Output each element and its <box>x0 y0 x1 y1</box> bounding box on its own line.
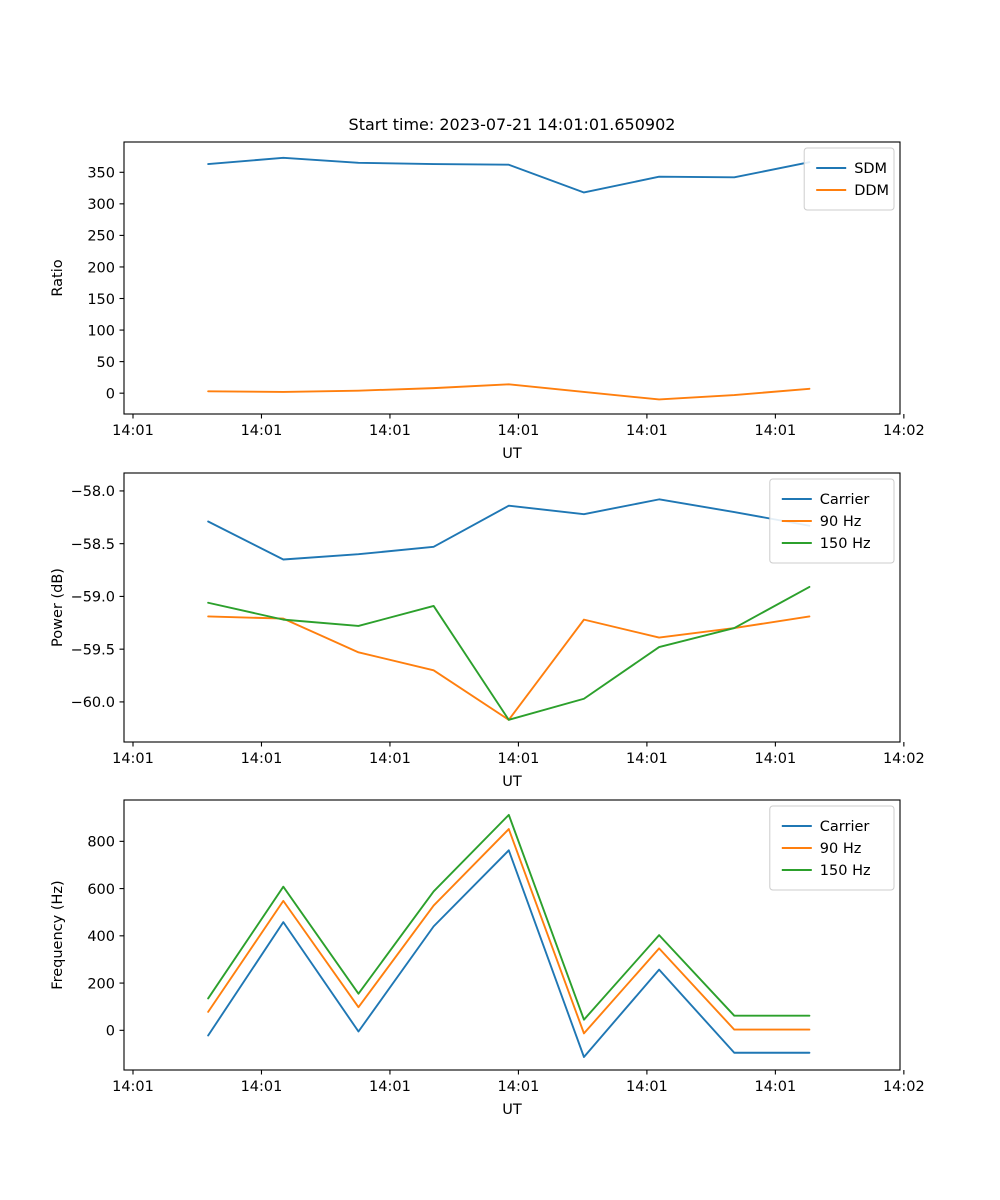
panel-frequency-legend-label-90-hz: 90 Hz <box>820 841 862 857</box>
panel-frequency-ytick-label: 200 <box>87 976 115 992</box>
panel-ratio-ytick-label: 300 <box>87 197 115 213</box>
panel-power-ytick-label: −59.0 <box>71 590 115 606</box>
panel-power-xlabel: UT <box>502 774 522 790</box>
panel-frequency-series-150-hz <box>207 813 811 1021</box>
panel-frequency-legend-box <box>769 805 895 891</box>
panel-frequency-series-90-hz <box>207 828 811 1035</box>
panel-power-xtick-label: 14:01 <box>369 751 411 767</box>
panel-ratio-ylabel: Ratio <box>50 259 66 296</box>
panel-ratio-xtick-label: 14:01 <box>498 423 540 439</box>
panel-power-legend-label-90-hz: 90 Hz <box>820 514 862 530</box>
panel-power-series-150-hz <box>207 585 811 721</box>
panel-power-ytick-label: −58.5 <box>71 537 115 553</box>
panel-ratio-xtick-label: 14:01 <box>112 423 154 439</box>
panel-frequency-xtick-label: 14:01 <box>626 1079 668 1095</box>
panel-ratio-ytick-label: 50 <box>97 355 115 371</box>
panel-power-xtick-label: 14:01 <box>498 751 540 767</box>
panel-frequency-ytick-label: 0 <box>106 1024 115 1040</box>
panel-ratio-xtick-label: 14:01 <box>754 423 796 439</box>
panel-power-xtick-label: 14:01 <box>112 751 154 767</box>
panel-frequency-ytick-label: 600 <box>87 882 115 898</box>
panel-frequency-legend: Carrier 90 Hz 150 Hz <box>769 805 895 891</box>
panel-frequency-ylabel: Frequency (Hz) <box>50 880 66 989</box>
panel-ratio-ytick-label: 100 <box>87 323 115 339</box>
panel-ratio-title: Start time: 2023-07-21 14:01:01.650902 <box>349 115 676 134</box>
panel-frequency-xtick-label: 14:01 <box>241 1079 283 1095</box>
panel-frequency-ytick-label: 800 <box>87 835 115 851</box>
panel-power-xtick-label: 14:01 <box>241 751 283 767</box>
panel-ratio-series-ddm <box>207 383 811 401</box>
panel-ratio-xtick-label: 14:01 <box>241 423 283 439</box>
panel-power-ytick-label: −59.5 <box>71 642 115 658</box>
panel-ratio: 14:01 14:01 14:01 14:01 14:01 14:01 14:02 0 50 10… <box>50 115 925 462</box>
panel-ratio-ytick-label: 200 <box>87 260 115 276</box>
panel-power-series-carrier <box>207 498 811 561</box>
panel-power-legend-label-carrier: Carrier <box>820 492 870 508</box>
panel-frequency-legend-label-150-hz: 150 Hz <box>820 863 871 879</box>
panel-power-ylabel: Power (dB) <box>50 568 66 647</box>
panel-frequency-xtick-label: 14:01 <box>754 1079 796 1095</box>
panel-frequency-xtick-label: 14:01 <box>112 1079 154 1095</box>
panel-power: 14:01 14:01 14:01 14:01 14:01 14:01 14:02 −60.0… <box>50 472 925 790</box>
panel-ratio-xtick-label: 14:01 <box>369 423 411 439</box>
panel-frequency-xtick-label: 14:02 <box>883 1079 925 1095</box>
panel-power-legend-label-150-hz: 150 Hz <box>820 536 871 552</box>
panel-power-legend: Carrier 90 Hz 150 Hz <box>769 478 895 564</box>
panel-ratio-series-sdm <box>207 156 811 194</box>
panel-frequency-series-carrier <box>207 849 811 1058</box>
panel-ratio-legend-box <box>803 147 895 211</box>
panel-ratio-ytick-label: 350 <box>87 166 115 182</box>
panel-power-xtick-label: 14:02 <box>883 751 925 767</box>
panel-ratio-frame <box>123 141 901 415</box>
panel-frequency-xtick-label: 14:01 <box>498 1079 540 1095</box>
panel-ratio-ytick-label: 150 <box>87 292 115 308</box>
panel-power-xtick-label: 14:01 <box>754 751 796 767</box>
panel-frequency-xtick-label: 14:01 <box>369 1079 411 1095</box>
panel-frequency-legend-label-carrier: Carrier <box>820 819 870 835</box>
panel-ratio-xtick-label: 14:02 <box>883 423 925 439</box>
panel-power-legend-box <box>769 478 895 564</box>
panel-frequency-ytick-label: 400 <box>87 929 115 945</box>
panel-ratio-ytick-label: 250 <box>87 229 115 245</box>
panel-frequency-xlabel: UT <box>502 1102 522 1118</box>
panel-ratio-ytick-label: 0 <box>106 386 115 402</box>
panel-ratio-legend-label-ddm: DDM <box>854 183 889 199</box>
panel-power-ytick-label: −58.0 <box>71 484 115 500</box>
panel-ratio-xtick-label: 14:01 <box>626 423 668 439</box>
panel-ratio-legend-label-sdm: SDM <box>854 161 887 177</box>
panel-ratio-legend: SDM DDM <box>803 147 895 211</box>
panel-power-ytick-label: −60.0 <box>71 695 115 711</box>
panel-ratio-xlabel: UT <box>502 446 522 462</box>
panel-frequency: 14:01 14:01 14:01 14:01 14:01 14:01 14:02 0 200 4… <box>50 799 925 1118</box>
panel-power-xtick-label: 14:01 <box>626 751 668 767</box>
